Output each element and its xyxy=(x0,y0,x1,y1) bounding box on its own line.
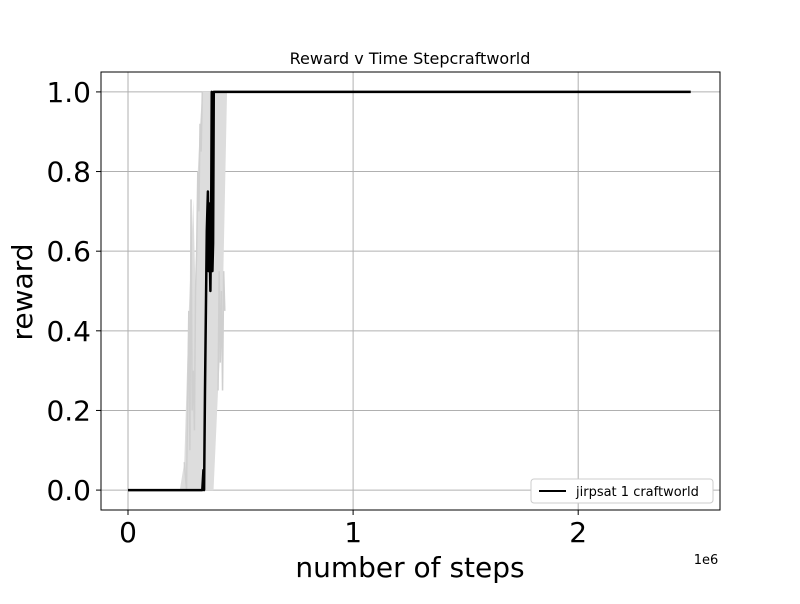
y-axis-label: reward xyxy=(6,244,39,341)
legend-box xyxy=(530,478,714,504)
x-axis-offset-label: 1e6 xyxy=(694,553,719,568)
variance-band-layer xyxy=(128,91,691,491)
y-tick-label: 0.0 xyxy=(46,474,91,507)
legend-label: jirpsat 1 craftworld xyxy=(575,485,699,500)
x-tick-label: 0 xyxy=(119,516,137,549)
variance-trace-1 xyxy=(183,91,204,491)
x-tick-label: 2 xyxy=(569,516,587,549)
series-line-1 xyxy=(128,90,691,492)
y-tick-layer: 0.0 0.2 0.4 0.6 0.8 1.0 xyxy=(46,76,101,507)
y-tick-label: 0.8 xyxy=(46,156,91,189)
y-tick-label: 0.6 xyxy=(46,235,91,268)
plot-area xyxy=(100,71,721,511)
variance-trace-2 xyxy=(217,271,226,391)
legend: jirpsat 1 craftworld xyxy=(530,478,714,504)
plot-frame xyxy=(100,71,721,511)
y-tick-label: 1.0 xyxy=(46,76,91,109)
y-tick-label: 0.4 xyxy=(46,315,91,348)
x-axis-label: number of steps xyxy=(295,551,524,584)
x-tick-layer: 0 1 2 xyxy=(119,510,587,549)
chart-title: Reward v Time Stepcraftworld xyxy=(290,49,531,68)
y-tick-label: 0.2 xyxy=(46,394,91,427)
x-tick-label: 1 xyxy=(344,516,362,549)
series-layer xyxy=(128,90,691,492)
